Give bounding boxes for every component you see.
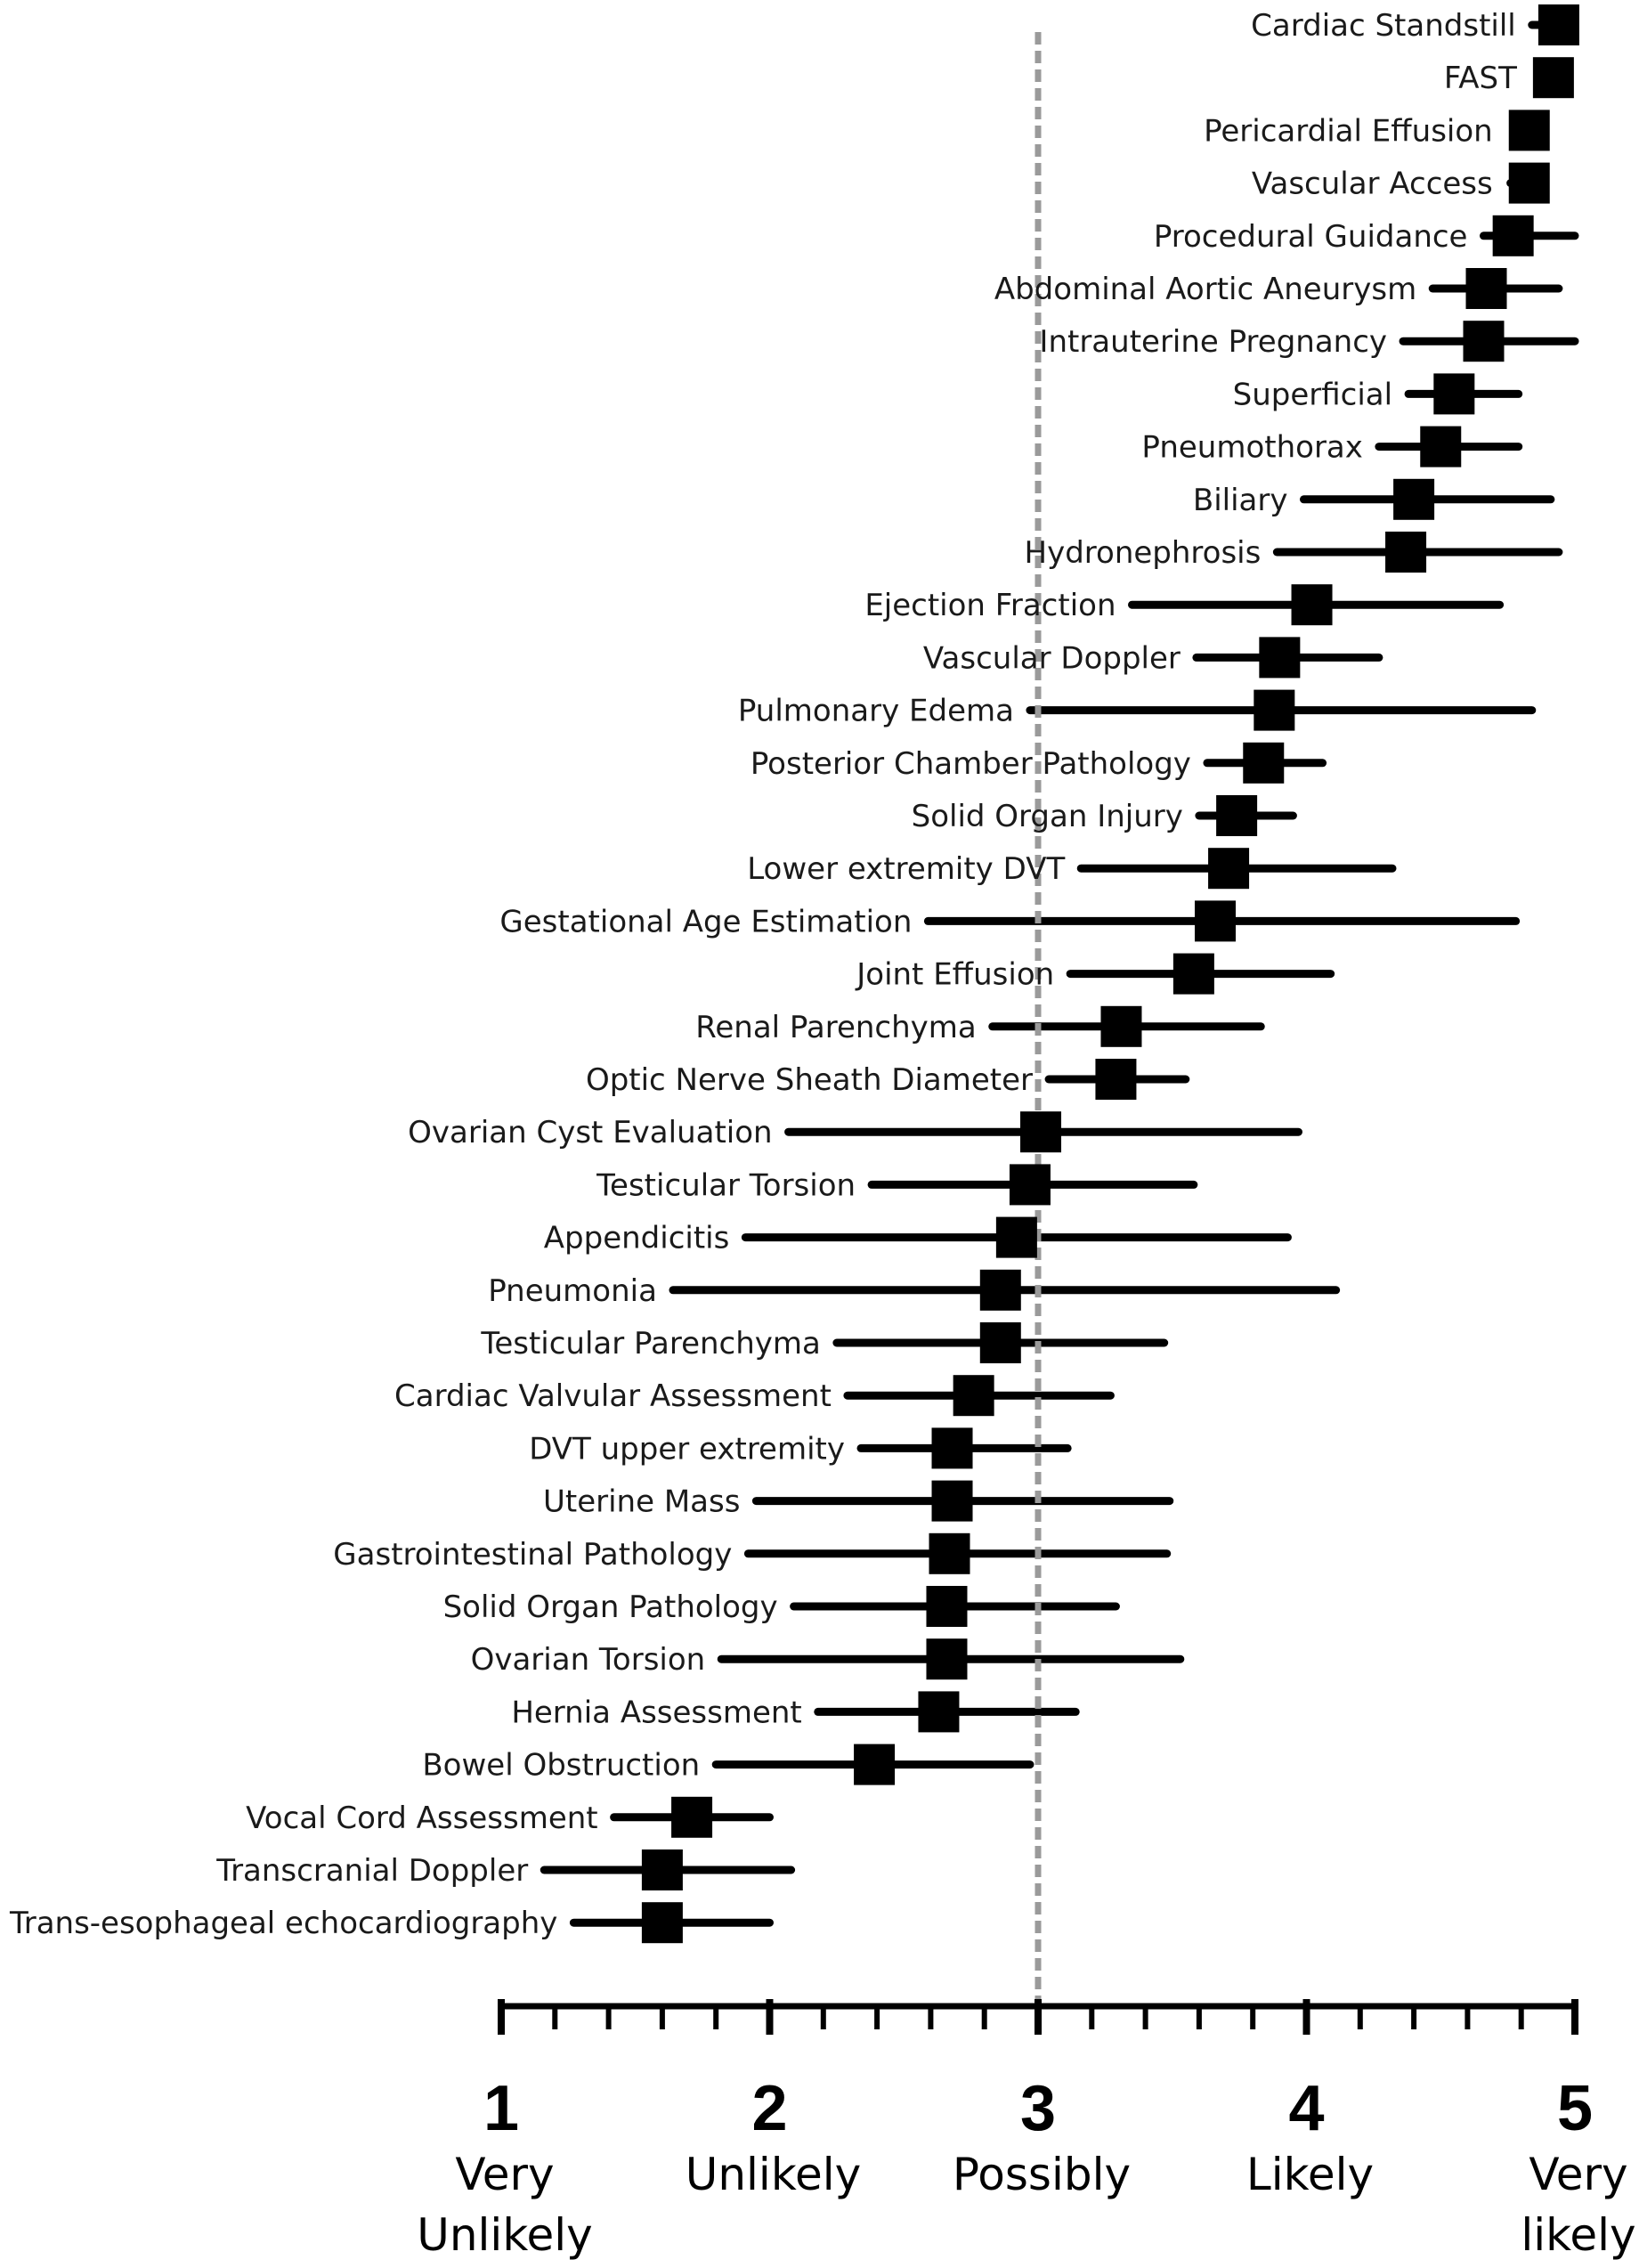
category-label: Vascular Doppler — [923, 640, 1181, 676]
mean-marker — [979, 1269, 1021, 1311]
category-label: Ejection Fraction — [864, 588, 1116, 623]
mean-marker — [929, 1532, 970, 1574]
mean-marker — [1538, 4, 1579, 45]
mean-marker — [1208, 848, 1250, 890]
mean-marker — [1465, 268, 1507, 309]
category-label: Pericardial Effusion — [1204, 113, 1493, 149]
x-tick-caption: Very — [455, 2149, 554, 2200]
category-label: Trans-esophageal echocardiography — [9, 1906, 557, 1941]
category-label: Testicular Parenchyma — [480, 1326, 821, 1362]
category-label: Testicular Torsion — [596, 1167, 856, 1203]
mean-marker — [1009, 1164, 1051, 1206]
mean-marker — [1100, 1005, 1142, 1047]
mean-marker — [918, 1691, 960, 1733]
category-label: Posterior Chamber Pathology — [751, 746, 1191, 782]
category-label: Gestational Age Estimation — [499, 904, 912, 939]
category-label: Hernia Assessment — [511, 1695, 801, 1730]
x-tick-label: 2 — [751, 2073, 787, 2144]
category-label: Ovarian Cyst Evaluation — [408, 1115, 772, 1150]
mean-marker — [1492, 215, 1534, 256]
category-label: Intrauterine Pregnancy — [1039, 324, 1387, 360]
category-label: Bowel Obstruction — [422, 1748, 700, 1784]
mean-marker — [1243, 742, 1285, 784]
x-tick-caption: Likely — [1246, 2149, 1374, 2200]
mean-marker — [671, 1796, 713, 1838]
category-label: Gastrointestinal Pathology — [333, 1537, 732, 1573]
category-label: Cardiac Valvular Assessment — [394, 1378, 832, 1414]
mean-marker — [1095, 1059, 1137, 1100]
mean-marker — [1194, 900, 1236, 942]
mean-marker — [1433, 373, 1475, 415]
mean-marker — [1508, 110, 1550, 151]
category-label: Superficial — [1233, 377, 1392, 412]
x-tick-label: 3 — [1020, 2073, 1056, 2144]
category-label: Ovarian Torsion — [471, 1642, 706, 1678]
category-label: Hydronephrosis — [1025, 535, 1262, 571]
x-tick-label: 5 — [1557, 2073, 1593, 2144]
category-label: Appendicitis — [544, 1221, 730, 1256]
mean-marker — [1259, 637, 1301, 679]
mean-marker — [1254, 689, 1295, 731]
mean-marker — [1463, 321, 1505, 362]
category-label: Solid Organ Injury — [912, 799, 1183, 834]
x-tick-caption: Unlikely — [417, 2209, 593, 2261]
category-label: Pulmonary Edema — [738, 694, 1014, 729]
mean-marker — [995, 1216, 1037, 1258]
mean-marker — [931, 1427, 973, 1469]
mean-marker — [953, 1375, 994, 1417]
category-label: Biliary — [1193, 483, 1288, 518]
mean-marker — [979, 1322, 1021, 1363]
category-label: Pneumonia — [488, 1273, 657, 1309]
mean-marker — [1385, 532, 1427, 573]
mean-marker — [1172, 953, 1214, 995]
mean-marker — [1216, 795, 1258, 836]
mean-marker — [1420, 426, 1462, 467]
mean-marker — [641, 1902, 683, 1944]
x-tick-label: 1 — [483, 2073, 519, 2144]
category-label: Solid Organ Pathology — [443, 1589, 778, 1625]
category-label: Transcranial Doppler — [215, 1853, 528, 1889]
category-label: Procedural Guidance — [1154, 219, 1468, 255]
mean-marker — [926, 1586, 968, 1627]
category-label: Joint Effusion — [855, 957, 1054, 993]
category-label: Lower extremity DVT — [747, 851, 1065, 887]
category-label: Vascular Access — [1252, 167, 1493, 202]
mean-marker — [1508, 162, 1550, 204]
category-label: Renal Parenchyma — [695, 1010, 976, 1045]
category-label: Optic Nerve Sheath Diameter — [586, 1062, 1033, 1098]
x-tick-label: 4 — [1288, 2073, 1324, 2144]
category-label: Pneumothorax — [1141, 430, 1362, 466]
x-tick-caption: Unlikely — [686, 2149, 862, 2200]
x-tick-caption: likely — [1521, 2209, 1635, 2261]
category-label: FAST — [1444, 61, 1517, 96]
category-label: DVT upper extremity — [529, 1431, 845, 1467]
mean-marker — [931, 1480, 973, 1522]
mean-marker — [1532, 57, 1574, 99]
mean-marker — [1393, 478, 1435, 520]
mean-marker — [1291, 584, 1333, 626]
x-tick-caption: Possibly — [953, 2149, 1131, 2200]
category-label: Vocal Cord Assessment — [246, 1801, 597, 1836]
mean-marker — [926, 1638, 968, 1680]
category-label: Uterine Mass — [543, 1484, 740, 1520]
x-tick-caption: Very — [1529, 2149, 1627, 2200]
mean-marker — [1020, 1111, 1062, 1153]
category-label: Cardiac Standstill — [1251, 8, 1516, 44]
category-label: Abdominal Aortic Aneurysm — [994, 272, 1416, 307]
mean-marker — [854, 1744, 896, 1785]
mean-marker — [641, 1849, 683, 1890]
